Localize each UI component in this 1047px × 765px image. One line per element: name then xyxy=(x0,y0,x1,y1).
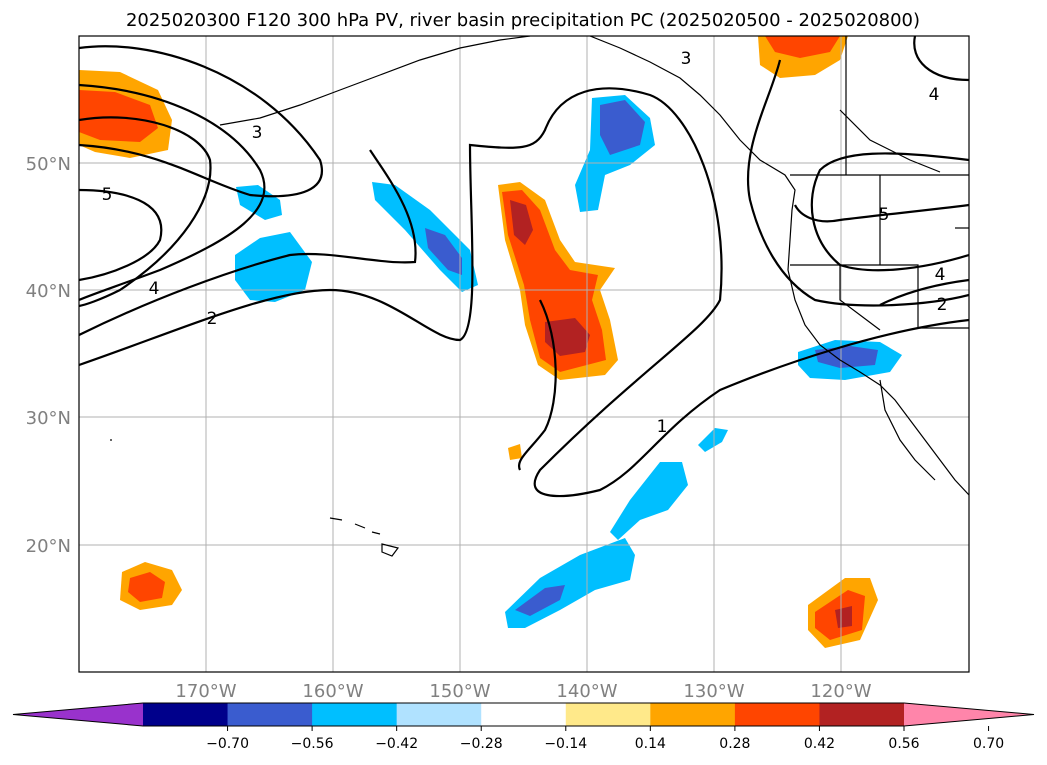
pv-contour-line xyxy=(79,83,266,302)
pv-contour-line xyxy=(79,149,417,336)
pv-contours xyxy=(79,36,969,498)
lon-tick-label: 140°W xyxy=(556,681,617,702)
colorbar-segment xyxy=(650,703,736,726)
colorbar-segment xyxy=(481,703,567,726)
graticule xyxy=(79,36,969,672)
colorbar-extend-high xyxy=(904,703,1034,726)
colorbar: −0.70 −0.56 −0.42 −0.28 −0.14 0.14 0.28 0.42 0.5… xyxy=(12,702,1035,752)
contour-label: 1 xyxy=(657,417,668,437)
precip-anomaly-strong-positive xyxy=(79,90,158,142)
lon-tick-label: 130°W xyxy=(683,681,744,702)
contour-label: 3 xyxy=(252,123,263,143)
colorbar-tick-label: 0.56 xyxy=(888,736,919,752)
pv-contour-line xyxy=(794,203,969,223)
precip-anomaly-positive xyxy=(508,444,522,460)
lon-tick-label: 160°W xyxy=(302,681,363,702)
map-area: 5 4 3 2 1 3 4 5 4 2 xyxy=(79,36,969,672)
lat-tick-label: 30°N xyxy=(26,408,71,429)
colorbar-tick-label: −0.42 xyxy=(375,736,418,752)
pv-contour-line xyxy=(79,45,323,198)
coastlines xyxy=(110,36,969,557)
pv-contour-line xyxy=(79,116,212,308)
pv-contour-line xyxy=(79,188,163,282)
contour-label: 2 xyxy=(937,295,948,315)
colorbar-segment xyxy=(396,703,482,726)
lat-tick-label: 20°N xyxy=(26,536,71,557)
colorbar-segment xyxy=(734,703,820,726)
colorbar-segment xyxy=(227,703,313,726)
colorbar-tick-label: 0.28 xyxy=(719,736,750,752)
lat-tick-labels: 50°N 40°N 30°N 20°N xyxy=(26,154,71,557)
precip-anomaly-strong-negative xyxy=(600,100,645,155)
colorbar-tick-label: 0.14 xyxy=(635,736,666,752)
pv-contour-line xyxy=(879,278,969,306)
precip-anomaly-negative xyxy=(698,428,728,452)
colorbar-tick-label: 0.42 xyxy=(804,736,835,752)
colorbar-tick-label: −0.56 xyxy=(291,736,334,752)
lat-tick-label: 50°N xyxy=(26,154,71,175)
lat-tick-label: 40°N xyxy=(26,281,71,302)
pv-contour-line xyxy=(746,59,969,307)
contour-label: 2 xyxy=(207,309,218,329)
precip-anomaly-negative xyxy=(610,462,688,540)
precip-anomaly-strong-negative xyxy=(815,346,878,368)
lon-tick-label: 120°W xyxy=(810,681,871,702)
colorbar-segment xyxy=(819,703,905,726)
figure-title: 2025020300 F120 300 hPa PV, river basin … xyxy=(126,10,920,31)
contour-label: 4 xyxy=(929,85,940,105)
contour-label: 4 xyxy=(935,265,946,285)
contour-label: 4 xyxy=(149,279,160,299)
precip-anomaly-strong-positive xyxy=(128,572,165,602)
lon-tick-labels: 170°W 160°W 150°W 140°W 130°W 120°W xyxy=(175,681,871,702)
colorbar-extend-low xyxy=(13,703,143,726)
map-frame xyxy=(78,35,970,673)
precip-anomaly-strong-negative xyxy=(515,585,565,616)
colorbar-tick-label: −0.28 xyxy=(460,736,503,752)
precip-anomaly-very-strong-positive xyxy=(835,606,852,628)
contour-label: 5 xyxy=(102,185,113,205)
colorbar-tick-label: −0.70 xyxy=(206,736,249,752)
colorbar-tick-label: −0.14 xyxy=(544,736,587,752)
precip-anomaly-negative xyxy=(235,232,312,302)
lon-tick-label: 170°W xyxy=(175,681,236,702)
colorbar-segment xyxy=(312,703,398,726)
colorbar-tick-label: 0.70 xyxy=(973,736,1004,752)
pv-contour-line xyxy=(913,36,969,82)
contour-label: 3 xyxy=(681,49,692,69)
colorbar-segment xyxy=(143,703,229,726)
colorbar-outline xyxy=(12,702,1035,727)
pv-contour-line xyxy=(810,152,969,272)
pv-contour-line xyxy=(79,87,969,498)
contour-label: 5 xyxy=(879,205,890,225)
pv-contour-line xyxy=(517,299,557,471)
precip-shading xyxy=(79,36,902,648)
lon-tick-label: 150°W xyxy=(429,681,490,702)
pv-contour-labels: 5 4 3 2 1 3 4 5 4 2 xyxy=(102,49,948,437)
precip-anomaly-strong-positive xyxy=(765,36,840,58)
precip-anomaly-strong-negative xyxy=(425,228,462,275)
colorbar-segment xyxy=(565,703,651,726)
